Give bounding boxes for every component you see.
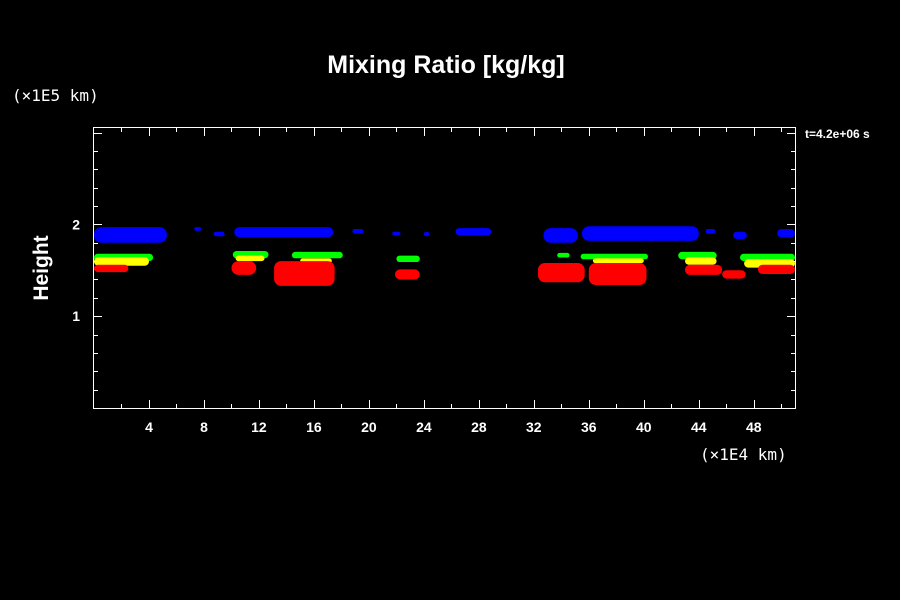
x-tick-label: 20 xyxy=(361,419,377,435)
x-tick-label: 8 xyxy=(200,419,208,435)
contour-region-green xyxy=(557,252,570,258)
x-tick-label: 32 xyxy=(526,419,542,435)
contour-region-blue xyxy=(582,226,699,241)
y-tick-label: 2 xyxy=(72,216,80,232)
contour-region-blue xyxy=(94,227,167,243)
contour-region-blue xyxy=(423,231,430,237)
contour-region-green xyxy=(291,251,343,259)
contour-region-blue xyxy=(705,229,716,234)
contour-region-red xyxy=(274,261,335,286)
plot-frame xyxy=(93,127,796,409)
contour-region-red xyxy=(722,270,746,279)
contour-region-yellow xyxy=(685,257,717,265)
contour-region-blue xyxy=(733,231,747,239)
contour-region-yellow xyxy=(592,258,644,263)
contour-region-red xyxy=(231,261,257,275)
contour-region-red xyxy=(395,269,420,280)
x-tick-label: 48 xyxy=(746,419,762,435)
x-unit-label: (×1E4 km) xyxy=(700,445,787,464)
contour-region-green xyxy=(740,253,795,262)
time-label: t=4.2e+06 s xyxy=(805,127,870,141)
y-unit-label: (×1E5 km) xyxy=(12,86,99,105)
contour-region-yellow xyxy=(235,255,265,262)
contour-region-blue xyxy=(352,229,364,234)
contour-region-green xyxy=(580,253,648,260)
contour-region-red xyxy=(757,264,795,274)
x-tick-label: 44 xyxy=(691,419,707,435)
y-tick-label: 1 xyxy=(72,308,80,324)
contour-region-red xyxy=(588,263,647,285)
contour-region-blue xyxy=(543,228,578,243)
chart-title: Mixing Ratio [kg/kg] xyxy=(327,51,565,79)
x-tick-label: 24 xyxy=(416,419,432,435)
x-tick-label: 4 xyxy=(145,419,153,435)
contour-region-red xyxy=(685,264,723,275)
x-tick-label: 36 xyxy=(581,419,597,435)
contour-region-blue xyxy=(392,231,401,236)
contour-region-blue xyxy=(455,228,492,236)
contour-regions xyxy=(94,226,795,286)
contour-region-blue xyxy=(234,227,334,238)
contour-region-red xyxy=(94,264,129,273)
contour-region-yellow xyxy=(94,257,149,266)
x-tick-label: 16 xyxy=(306,419,322,435)
contour-region-blue xyxy=(194,227,202,231)
contour-region-blue xyxy=(213,231,225,237)
contour-region-red xyxy=(538,263,585,283)
x-tick-label: 12 xyxy=(251,419,267,435)
contour-region-green xyxy=(396,255,420,262)
x-tick-label: 40 xyxy=(636,419,652,435)
contour-region-blue xyxy=(777,229,795,238)
contour-region-green xyxy=(678,251,717,260)
y-axis-title: Height xyxy=(30,235,53,300)
x-tick-label: 28 xyxy=(471,419,487,435)
axis-ticks xyxy=(94,128,795,408)
